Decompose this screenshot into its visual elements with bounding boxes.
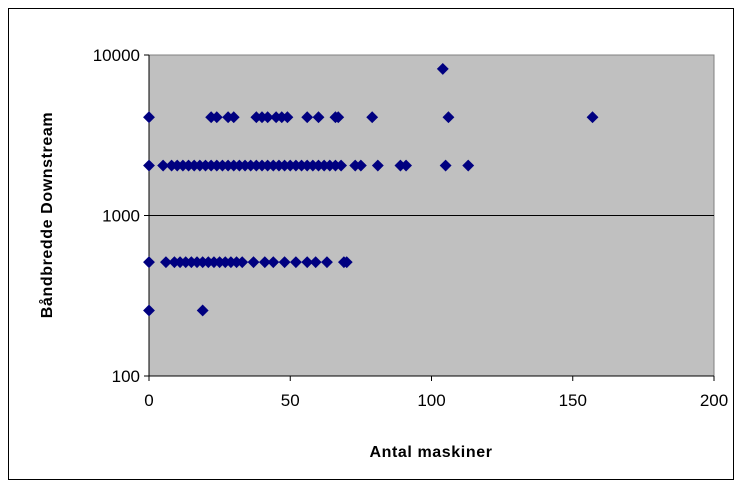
data-point bbox=[261, 111, 274, 124]
data-point bbox=[436, 62, 449, 75]
x-tick-label: 200 bbox=[700, 391, 728, 410]
y-axis-title: Båndbredde Downstream bbox=[38, 112, 56, 318]
data-point bbox=[196, 304, 209, 317]
data-point bbox=[442, 111, 455, 124]
y-tick-label: 100 bbox=[112, 367, 140, 386]
data-point bbox=[281, 111, 294, 124]
data-point bbox=[143, 159, 155, 172]
data-point bbox=[586, 111, 599, 124]
data-point bbox=[289, 256, 302, 269]
data-point bbox=[143, 256, 155, 269]
data-point bbox=[267, 256, 280, 269]
data-point bbox=[366, 111, 379, 124]
data-point bbox=[301, 111, 314, 124]
y-tick-label: 10000 bbox=[93, 46, 140, 65]
data-point bbox=[157, 159, 170, 172]
data-point bbox=[312, 111, 325, 124]
data-point bbox=[335, 159, 348, 172]
y-axis: 100 1000 10000 bbox=[93, 46, 150, 386]
data-point bbox=[309, 256, 322, 269]
data-point bbox=[400, 159, 412, 172]
data-point bbox=[354, 159, 367, 172]
x-tick-label: 150 bbox=[559, 391, 587, 410]
data-point bbox=[462, 159, 475, 172]
data-point bbox=[227, 111, 240, 124]
x-tick-label: 50 bbox=[281, 391, 300, 410]
data-point bbox=[258, 256, 271, 269]
data-point bbox=[439, 159, 452, 172]
data-point bbox=[160, 256, 172, 269]
data-point bbox=[143, 111, 155, 124]
data-point bbox=[332, 111, 345, 124]
data-point bbox=[371, 159, 384, 172]
x-axis-title: Antal maskiner bbox=[369, 444, 492, 461]
data-point bbox=[143, 304, 155, 317]
data-point bbox=[210, 111, 223, 124]
data-point bbox=[301, 256, 314, 269]
data-point bbox=[236, 256, 249, 269]
data-point bbox=[278, 256, 291, 269]
data-points bbox=[143, 62, 599, 317]
x-axis: 0 50 100 150 200 bbox=[144, 375, 728, 410]
data-point bbox=[321, 256, 333, 269]
x-tick-label: 100 bbox=[417, 391, 445, 410]
y-tick-label: 1000 bbox=[102, 207, 140, 226]
data-point bbox=[247, 256, 260, 269]
data-point bbox=[340, 256, 353, 269]
x-tick-label: 0 bbox=[144, 391, 153, 410]
